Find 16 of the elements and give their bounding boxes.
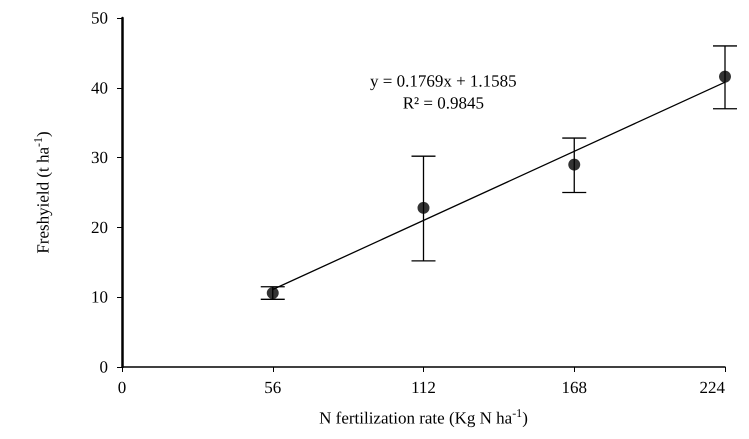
x-tick-label: 168: [562, 378, 587, 397]
y-tick-label: 30: [91, 148, 108, 168]
x-tick-label: 56: [264, 378, 282, 397]
point: [418, 202, 430, 214]
annotation: y = 0.1769x + 1.1585 R² = 0.9845: [370, 72, 517, 112]
point: [719, 70, 731, 83]
x-tick-label: 0: [118, 378, 126, 397]
y-tick-label: 0: [100, 358, 108, 376]
x-tick-label: 112: [411, 378, 436, 397]
y-tick-label: 40: [91, 78, 108, 98]
y-axis-title: Freshyield (t ha-1): [31, 131, 52, 254]
y-tick-label: 20: [91, 218, 108, 237]
x-tick-label: 224: [700, 378, 726, 397]
y-tick-label: 10: [91, 288, 108, 307]
point: [568, 158, 580, 171]
y-tick-label: 50: [91, 8, 108, 28]
